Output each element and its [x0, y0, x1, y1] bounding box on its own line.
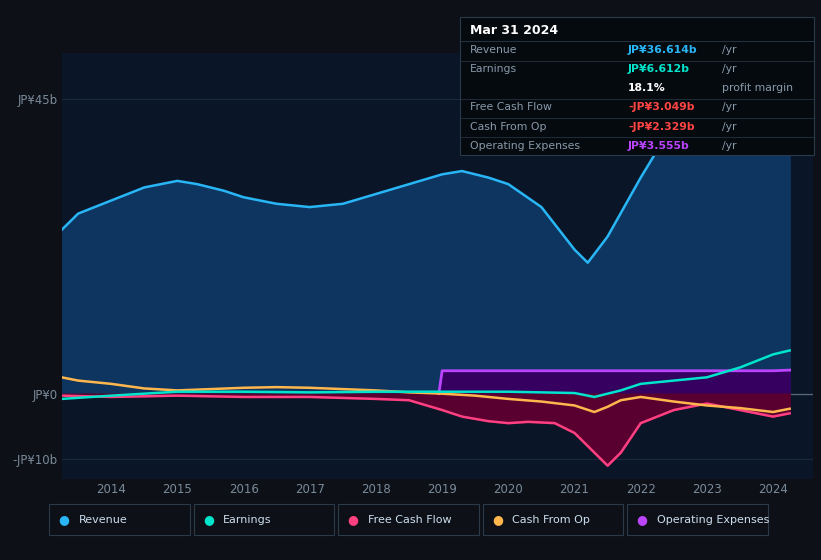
Text: Earnings: Earnings: [470, 64, 516, 74]
Text: ●: ●: [203, 513, 214, 526]
Text: Revenue: Revenue: [470, 45, 517, 55]
Text: ●: ●: [347, 513, 359, 526]
Text: ●: ●: [636, 513, 648, 526]
Text: -JP¥3.049b: -JP¥3.049b: [628, 102, 695, 113]
Text: /yr: /yr: [722, 141, 737, 151]
Text: /yr: /yr: [722, 122, 737, 132]
Text: Cash From Op: Cash From Op: [470, 122, 546, 132]
Text: -JP¥2.329b: -JP¥2.329b: [628, 122, 695, 132]
Text: Free Cash Flow: Free Cash Flow: [368, 515, 452, 525]
Text: Revenue: Revenue: [79, 515, 127, 525]
Text: Free Cash Flow: Free Cash Flow: [470, 102, 552, 113]
Text: ●: ●: [492, 513, 503, 526]
Text: Operating Expenses: Operating Expenses: [657, 515, 769, 525]
Text: JP¥3.555b: JP¥3.555b: [628, 141, 690, 151]
Text: ●: ●: [58, 513, 70, 526]
Text: Earnings: Earnings: [223, 515, 272, 525]
Text: Cash From Op: Cash From Op: [512, 515, 590, 525]
Text: JP¥36.614b: JP¥36.614b: [628, 45, 698, 55]
Text: profit margin: profit margin: [722, 83, 793, 94]
Text: /yr: /yr: [722, 45, 737, 55]
Text: /yr: /yr: [722, 102, 737, 113]
Text: /yr: /yr: [722, 64, 737, 74]
Text: JP¥6.612b: JP¥6.612b: [628, 64, 690, 74]
Text: Mar 31 2024: Mar 31 2024: [470, 24, 557, 37]
Text: Operating Expenses: Operating Expenses: [470, 141, 580, 151]
Text: 18.1%: 18.1%: [628, 83, 666, 94]
